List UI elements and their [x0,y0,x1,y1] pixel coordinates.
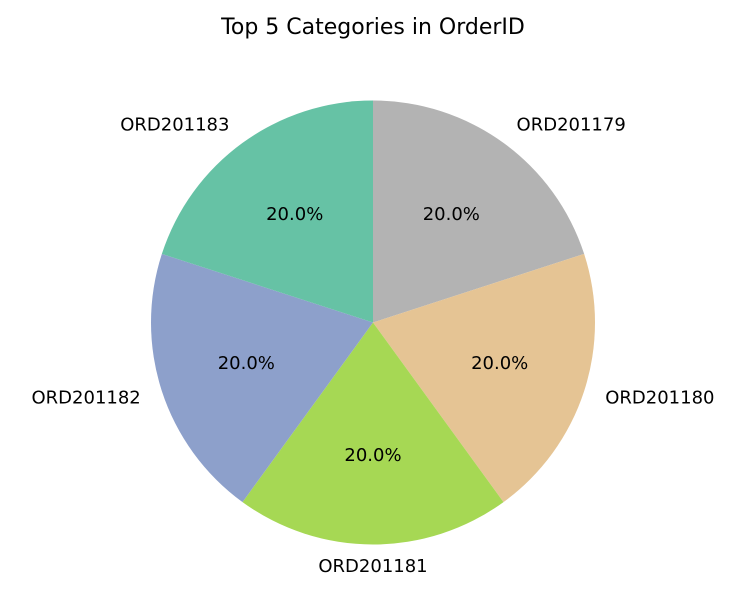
pie-pct-label: 20.0% [218,353,275,374]
pie-category-label: ORD201180 [605,387,714,408]
pie-pct-label: 20.0% [423,204,480,225]
pie-pct-label: 20.0% [344,445,401,466]
pie-slice-ord201182 [151,253,373,503]
pie-pct-label: 20.0% [471,353,528,374]
pie-category-label: ORD201183 [120,114,229,135]
pie-category-label: ORD201182 [32,387,141,408]
pie-slices [151,100,595,545]
pie-slice-ord201180 [373,253,595,503]
pie-category-label: ORD201181 [318,556,427,577]
pie-pct-label: 20.0% [266,204,323,225]
pie-slice-ord201181 [242,322,504,545]
pie-slice-ord201179 [373,100,585,323]
pie-category-label: ORD201179 [517,114,626,135]
pie-slice-ord201183 [161,100,373,323]
pie-labels: 20.0% ORD201179 20.0% ORD201180 20.0% ORD2011… [32,114,715,577]
chart-title: Top 5 Categories in OrderID [220,15,525,40]
